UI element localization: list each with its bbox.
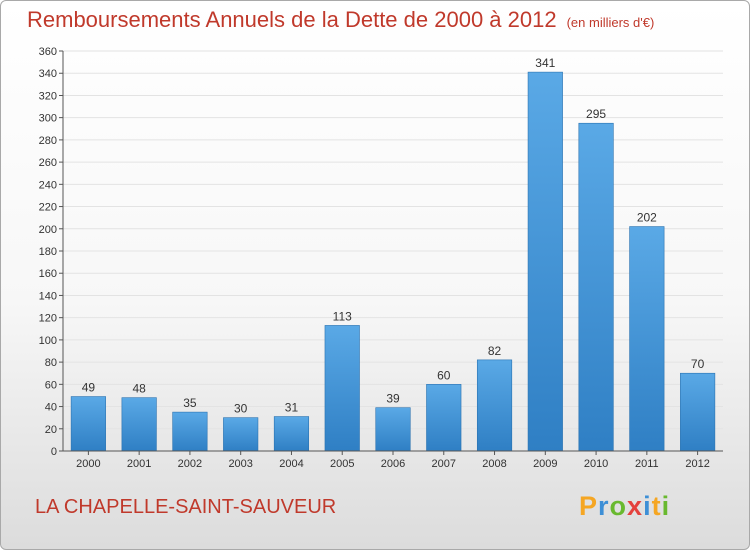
data-label: 113 (333, 309, 352, 323)
y-tick-label: 140 (39, 290, 57, 302)
data-labels: 49 48 35 30 31 113 39 60 82 341 295 202 70 (82, 56, 705, 416)
x-tick-label: 2011 (635, 458, 659, 470)
x-tick-label: 2009 (533, 458, 557, 470)
proxiti-logo: Proxiti (579, 491, 671, 521)
y-tick-label: 120 (39, 313, 57, 325)
data-label: 60 (437, 368, 451, 382)
grid-lines (63, 50, 723, 430)
bar-2004 (273, 416, 310, 452)
y-tick-label: 320 (39, 90, 57, 102)
x-tick-label: 2001 (127, 458, 151, 470)
y-tick-label: 360 (39, 46, 57, 58)
bar-2012 (680, 372, 716, 452)
x-tick-label: 2007 (432, 458, 456, 470)
x-tick-label: 2006 (381, 458, 405, 470)
data-label: 31 (285, 401, 299, 415)
data-label: 39 (386, 392, 400, 406)
x-tick-label: 2004 (279, 458, 303, 470)
data-label: 70 (691, 357, 705, 371)
data-label: 35 (183, 396, 197, 410)
x-tick-label: 2008 (482, 458, 506, 470)
y-tick-label: 340 (39, 68, 57, 80)
y-tick-label: 280 (39, 135, 57, 147)
x-tick-label: 2005 (330, 458, 354, 470)
commune-name: LA CHAPELLE-SAINT-SAUVEUR (35, 496, 337, 518)
y-tick-label: 220 (39, 202, 57, 214)
data-label: 82 (488, 344, 502, 358)
bar-2008 (476, 359, 513, 452)
x-axis-ticks: 2000 2001 2002 2003 2004 2005 2006 2007 2008 2009… (76, 451, 710, 470)
y-axis-ticks: 0 20 40 60 80 100 120 140 160 180 200 220 240 260 280 3… (39, 46, 63, 458)
x-tick-label: 2010 (584, 458, 608, 470)
y-tick-label: 300 (39, 113, 57, 125)
y-tick-label: 80 (45, 357, 57, 369)
data-label: 341 (535, 56, 555, 70)
y-tick-label: 20 (45, 424, 57, 436)
y-tick-label: 240 (39, 179, 57, 191)
bar-2005 (324, 325, 360, 452)
x-tick-label: 2000 (76, 458, 100, 470)
axes (62, 51, 723, 452)
y-tick-label: 160 (39, 268, 57, 280)
y-tick-label: 40 (45, 402, 57, 414)
data-label: 48 (132, 382, 146, 396)
chart-subtitle: (en milliers d'€) (566, 15, 655, 30)
y-tick-label: 60 (45, 379, 57, 391)
data-label: 202 (637, 211, 657, 225)
chart-title: Remboursements Annuels de la Dette de 20… (27, 7, 654, 33)
data-label: 30 (234, 402, 248, 416)
bar-2003 (223, 417, 259, 452)
bar-2007 (426, 384, 462, 452)
y-tick-label: 100 (39, 335, 57, 347)
y-tick-label: 260 (39, 157, 57, 169)
data-label: 49 (82, 381, 96, 395)
bar-2002 (172, 411, 208, 452)
y-tick-label: 180 (39, 246, 57, 258)
bar-2000 (70, 396, 106, 452)
bar-2006 (375, 407, 411, 452)
y-tick-label: 0 (51, 446, 57, 458)
x-tick-label: 2012 (685, 458, 709, 470)
bar-2011 (629, 226, 665, 452)
bars (70, 71, 716, 452)
chart-title-text: Remboursements Annuels de la Dette de 20… (27, 7, 557, 32)
x-tick-label: 2002 (178, 458, 202, 470)
bar-2009 (527, 71, 563, 452)
data-label: 295 (586, 107, 606, 121)
bar-2010 (578, 122, 614, 452)
bar-2001 (121, 397, 157, 452)
x-tick-label: 2003 (228, 458, 252, 470)
y-tick-label: 200 (39, 224, 57, 236)
